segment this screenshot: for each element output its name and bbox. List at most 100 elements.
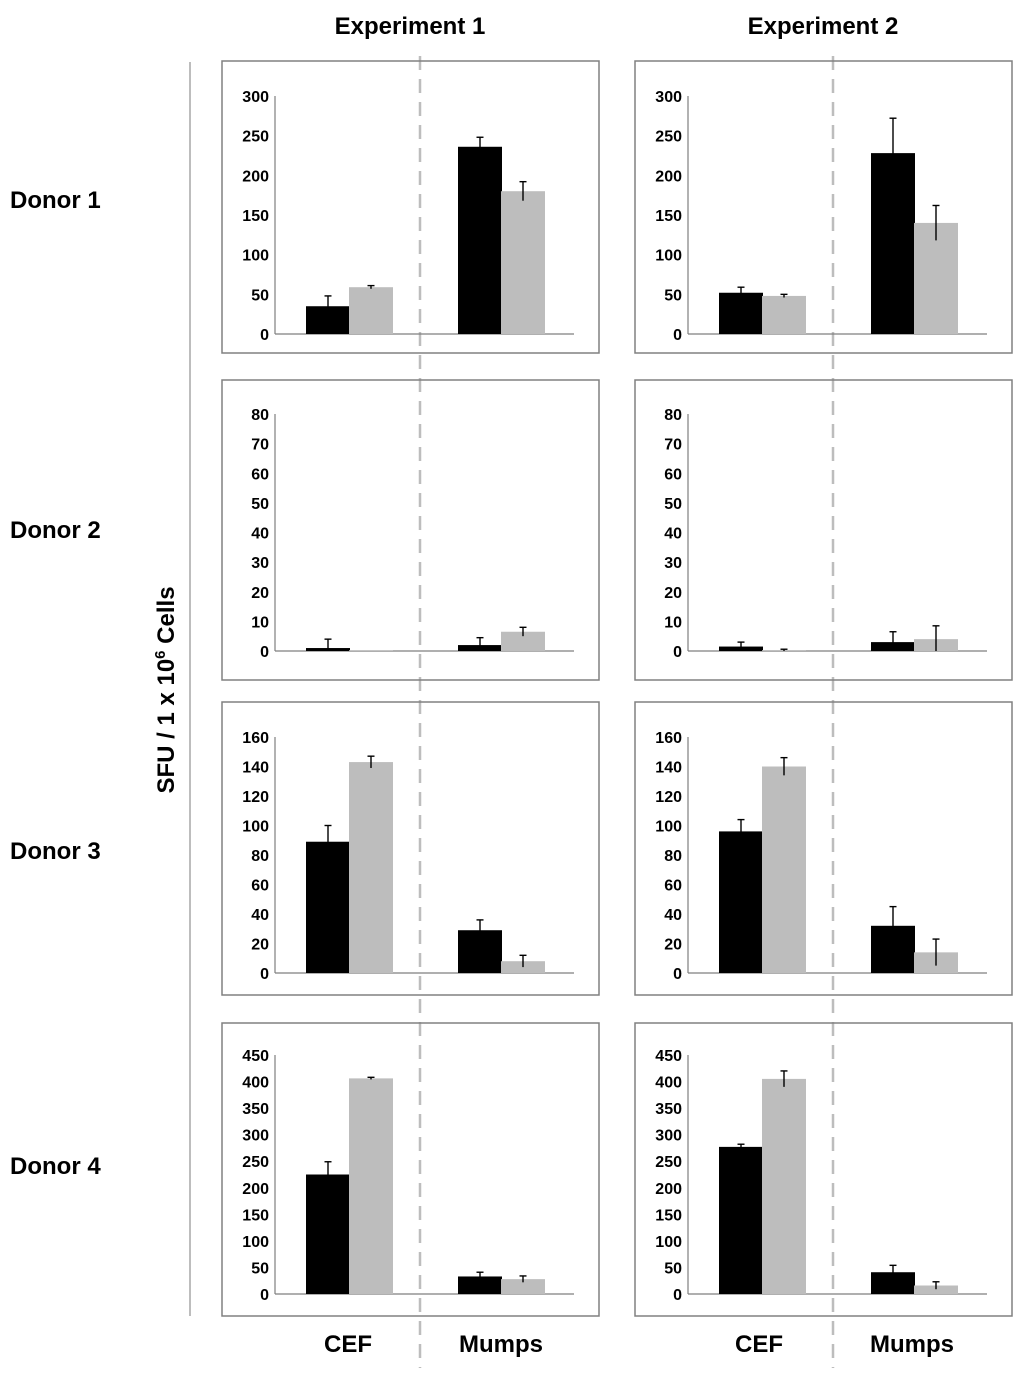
y-tick-label-donor-1-experiment-2-200: 200: [655, 168, 682, 185]
y-tick-label-donor-3-experiment-2-80: 80: [664, 848, 682, 865]
y-tick-label-donor-3-experiment-1-100: 100: [242, 819, 269, 836]
panel-donor-3-experiment-2: 0 20 40 60 80 100 120 140 160: [634, 701, 1013, 996]
y-tick-label-donor-2-experiment-1-40: 40: [251, 526, 269, 543]
error-bar-donor-1-experiment-2-cef-series-2: [780, 293, 788, 298]
y-tick-label-donor-1-experiment-1-0: 0: [260, 327, 269, 344]
y-tick-label-donor-1-experiment-1-50: 50: [251, 287, 269, 304]
y-tick-label-donor-3-experiment-1-20: 20: [251, 937, 269, 954]
y-tick-label-donor-2-experiment-2-60: 60: [664, 466, 682, 483]
y-axis-label-main: SFU / 1 x 10: [153, 659, 180, 794]
error-bar-donor-3-experiment-2-mumps-series-2: [932, 938, 940, 966]
y-tick-label-donor-3-experiment-1-80: 80: [251, 848, 269, 865]
y-tick-label-donor-2-experiment-1-10: 10: [251, 614, 269, 631]
y-tick-label-donor-1-experiment-1-100: 100: [242, 248, 269, 265]
y-tick-label-donor-3-experiment-2-40: 40: [664, 907, 682, 924]
bar-donor-2-experiment-1-cef-series-2: [349, 650, 393, 651]
bar-donor-4-experiment-2-mumps-series-1: [871, 1272, 915, 1294]
y-tick-label-donor-4-experiment-2-50: 50: [664, 1260, 682, 1277]
bar-donor-4-experiment-1-mumps-series-1: [458, 1276, 502, 1294]
y-tick-label-donor-3-experiment-1-160: 160: [242, 730, 269, 747]
y-tick-label-donor-1-experiment-2-300: 300: [655, 89, 682, 106]
y-tick-label-donor-4-experiment-2-400: 400: [655, 1075, 682, 1092]
y-tick-label-donor-3-experiment-2-0: 0: [673, 966, 682, 983]
error-bar-donor-3-experiment-2-cef-series-1: [737, 818, 745, 844]
y-tick-label-donor-2-experiment-1-30: 30: [251, 555, 269, 572]
error-bar-donor-1-experiment-1-mumps-series-1: [476, 136, 484, 157]
y-tick-label-donor-4-experiment-1-200: 200: [242, 1181, 269, 1198]
y-tick-label-donor-3-experiment-1-40: 40: [251, 907, 269, 924]
error-bar-donor-2-experiment-2-mumps-series-2: [932, 625, 940, 651]
y-tick-label-donor-4-experiment-2-100: 100: [655, 1234, 682, 1251]
y-tick-label-donor-4-experiment-2-350: 350: [655, 1101, 682, 1118]
error-bar-donor-1-experiment-2-mumps-series-2: [932, 204, 940, 241]
y-tick-label-donor-2-experiment-1-50: 50: [251, 496, 269, 513]
error-bar-donor-4-experiment-1-cef-series-2: [367, 1076, 375, 1080]
panel-frame-donor-4-experiment-2: [634, 1022, 1013, 1317]
error-bar-donor-3-experiment-1-mumps-series-1: [476, 919, 484, 941]
y-tick-label-donor-1-experiment-2-100: 100: [655, 248, 682, 265]
y-tick-label-donor-1-experiment-1-150: 150: [242, 208, 269, 225]
error-bar-donor-2-experiment-1-mumps-series-2: [519, 626, 527, 637]
error-bar-donor-3-experiment-1-cef-series-1: [324, 824, 332, 858]
y-tick-label-donor-2-experiment-1-70: 70: [251, 437, 269, 454]
y-tick-label-donor-1-experiment-1-250: 250: [242, 129, 269, 146]
error-bar-donor-2-experiment-2-cef-series-1: [737, 641, 745, 651]
row-label-donor-3: Donor 3: [10, 838, 101, 865]
bar-donor-4-experiment-2-cef-series-2: [762, 1078, 806, 1294]
error-bar-donor-3-experiment-1-cef-series-2: [367, 755, 375, 768]
bar-donor-4-experiment-2-cef-series-1: [719, 1146, 763, 1294]
bar-donor-1-experiment-1-mumps-series-1: [458, 146, 502, 334]
group-label-mumps-experiment-2: Mumps: [870, 1331, 954, 1358]
y-axis-label-tail: Cells: [153, 586, 180, 650]
y-tick-label-donor-4-experiment-2-200: 200: [655, 1181, 682, 1198]
error-bar-donor-2-experiment-2-mumps-series-1: [889, 631, 897, 651]
y-tick-label-donor-2-experiment-2-30: 30: [664, 555, 682, 572]
error-bar-donor-2-experiment-1-cef-series-1: [324, 638, 332, 651]
y-tick-label-donor-3-experiment-1-120: 120: [242, 789, 269, 806]
panel-frame-donor-3-experiment-1: [221, 701, 600, 996]
y-tick-label-donor-3-experiment-2-60: 60: [664, 878, 682, 895]
y-tick-label-donor-2-experiment-1-0: 0: [260, 644, 269, 661]
y-tick-label-donor-3-experiment-1-140: 140: [242, 760, 269, 777]
panel-donor-1-experiment-1: 0 50 100 150 200 250 300: [221, 60, 600, 354]
y-tick-label-donor-3-experiment-2-160: 160: [655, 730, 682, 747]
group-label-cef-experiment-1: CEF: [324, 1331, 372, 1358]
y-tick-label-donor-3-experiment-1-60: 60: [251, 878, 269, 895]
y-tick-label-donor-2-experiment-2-0: 0: [673, 644, 682, 661]
column-title-experiment-1: Experiment 1: [335, 13, 486, 40]
y-axis-label: SFU / 1 x 106 Cells: [152, 586, 180, 793]
y-tick-label-donor-1-experiment-2-0: 0: [673, 327, 682, 344]
error-bar-donor-4-experiment-2-cef-series-2: [780, 1070, 788, 1087]
bar-donor-1-experiment-1-cef-series-2: [349, 287, 393, 334]
y-tick-label-donor-3-experiment-2-100: 100: [655, 819, 682, 836]
panel-frame-donor-3-experiment-2: [634, 701, 1013, 996]
panel-frame-donor-2-experiment-2: [634, 379, 1013, 681]
row-label-donor-2: Donor 2: [10, 517, 101, 544]
error-bar-donor-4-experiment-1-mumps-series-2: [519, 1275, 527, 1283]
y-tick-label-donor-4-experiment-1-100: 100: [242, 1234, 269, 1251]
panel-donor-4-experiment-2: 0 50 100 150 200 250 300 350 400 450: [634, 1022, 1013, 1317]
y-tick-label-donor-2-experiment-1-20: 20: [251, 585, 269, 602]
y-tick-label-donor-1-experiment-1-200: 200: [242, 168, 269, 185]
y-tick-label-donor-4-experiment-1-250: 250: [242, 1154, 269, 1171]
bar-donor-4-experiment-1-mumps-series-2: [501, 1279, 545, 1294]
error-bar-donor-2-experiment-1-mumps-series-1: [476, 636, 484, 651]
y-tick-label-donor-3-experiment-2-20: 20: [664, 937, 682, 954]
y-tick-label-donor-3-experiment-2-120: 120: [655, 789, 682, 806]
y-tick-label-donor-1-experiment-1-300: 300: [242, 89, 269, 106]
bar-donor-3-experiment-1-cef-series-1: [306, 841, 350, 973]
error-bar-donor-4-experiment-2-cef-series-1: [737, 1143, 745, 1150]
error-bar-donor-3-experiment-2-mumps-series-1: [889, 905, 897, 945]
bar-donor-4-experiment-1-cef-series-1: [306, 1174, 350, 1294]
y-tick-label-donor-4-experiment-1-350: 350: [242, 1101, 269, 1118]
panel-frame-donor-4-experiment-1: [221, 1022, 600, 1317]
y-tick-label-donor-2-experiment-1-60: 60: [251, 466, 269, 483]
panel-frame-donor-1-experiment-1: [221, 60, 600, 354]
error-bar-donor-1-experiment-2-cef-series-1: [737, 286, 745, 299]
y-tick-label-donor-2-experiment-2-50: 50: [664, 496, 682, 513]
bar-donor-1-experiment-2-mumps-series-2: [914, 222, 958, 334]
y-tick-label-donor-4-experiment-2-250: 250: [655, 1154, 682, 1171]
y-tick-label-donor-4-experiment-1-400: 400: [242, 1075, 269, 1092]
y-tick-label-donor-4-experiment-2-150: 150: [655, 1207, 682, 1224]
y-tick-label-donor-3-experiment-1-0: 0: [260, 966, 269, 983]
